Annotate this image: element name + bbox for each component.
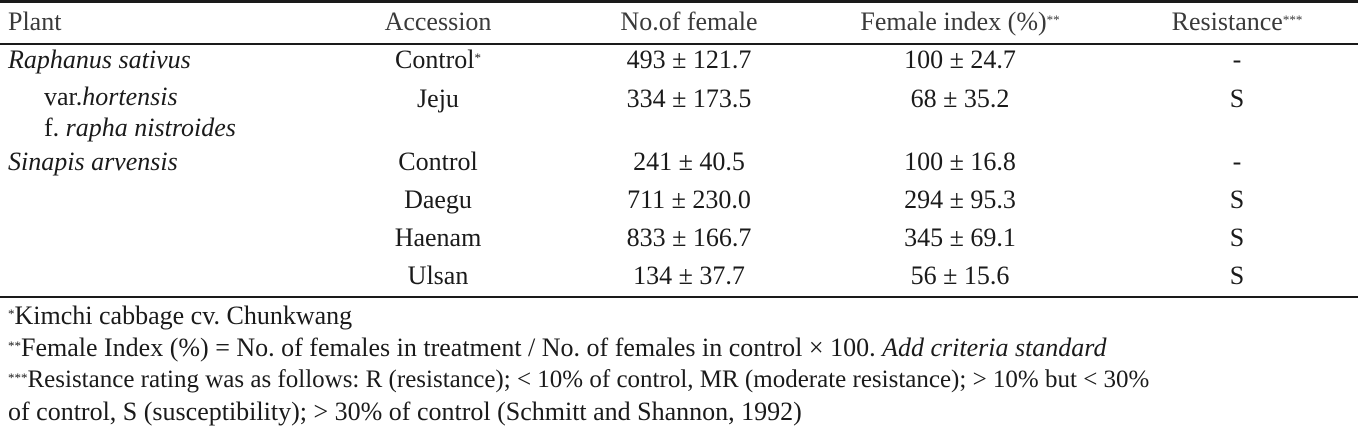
table-cell-female-index: 68 ± 35.2 [910,84,1010,113]
table-cell-no-female: 241 ± 40.5 [633,147,745,176]
footnote-1: *Kimchi cabbage cv. Chunkwang [8,301,353,330]
table-cell-resistance: S [1229,185,1245,214]
table-cell-female-index: 100 ± 16.8 [904,147,1016,176]
footnote-2-mark: ** [8,338,21,353]
table-cell-resistance: - [1232,147,1242,176]
table-cell-female-index: 345 ± 69.1 [904,223,1016,252]
header-accession: Accession [384,7,492,36]
table-bottom-rule [0,296,1358,298]
footnote-1-mark: * [8,306,15,321]
footnote-2: **Female Index (%) = No. of females in t… [8,333,1107,362]
table-cell-female-index: 294 ± 95.3 [904,185,1016,214]
table-cell-resistance: S [1229,84,1245,113]
accession-footnote-mark: * [474,50,481,65]
table-cell-accession: Control* [395,45,481,74]
table-cell-no-female: 833 ± 166.7 [626,223,752,252]
table-cell-female-index: 100 ± 24.7 [904,45,1016,74]
footnote-3: ***Resistance rating was as follows: R (… [8,366,1150,393]
table-cell-accession: Haenam [394,223,482,252]
table-cell-plant: f. rapha nistroides [44,113,236,142]
table-top-rule [0,0,1358,3]
header-resistance-mark: *** [1282,12,1303,27]
footnote-3-mark: *** [8,370,28,385]
header-plant: Plant [8,7,62,36]
table-cell-resistance: S [1229,223,1245,252]
table-cell-accession: Ulsan [407,261,469,290]
table-header-rule [0,43,1358,45]
table-cell-resistance: - [1232,45,1242,74]
table-cell-plant: var.hortensis [44,82,178,111]
header-female-index: Female index (%)** [860,7,1060,36]
table-cell-plant: Sinapis arvensis [8,147,178,176]
table-cell-accession: Jeju [417,84,459,113]
table-cell-plant: Raphanus sativus [8,45,191,74]
table-cell-female-index: 56 ± 15.6 [910,261,1010,290]
header-no-female: No.of female [620,7,758,36]
table-cell-no-female: 334 ± 173.5 [626,84,752,113]
table-cell-accession: Daegu [404,185,472,214]
table-cell-accession: Control [398,147,478,176]
table-cell-resistance: S [1229,261,1245,290]
table-cell-no-female: 711 ± 230.0 [627,185,751,214]
table-cell-no-female: 134 ± 37.7 [633,261,745,290]
footnote-3-continuation: of control, S (susceptibility); > 30% of… [8,397,802,426]
table-cell-no-female: 493 ± 121.7 [626,45,752,74]
header-resistance: Resistance*** [1171,7,1303,36]
header-female-index-mark: ** [1046,12,1060,27]
